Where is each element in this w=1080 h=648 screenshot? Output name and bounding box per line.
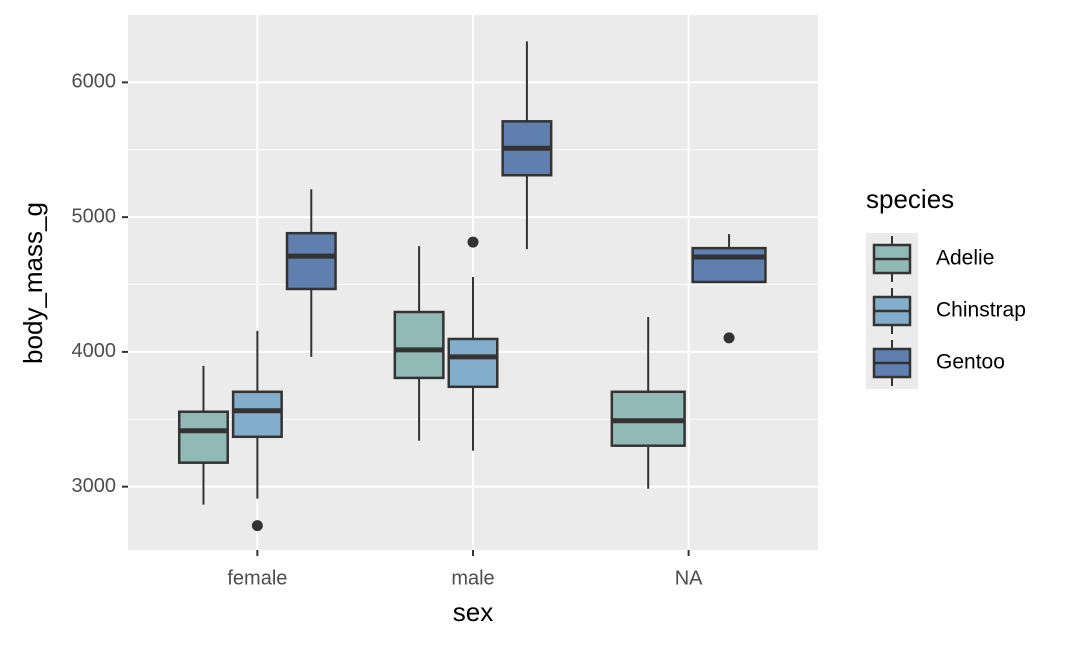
box (691, 246, 767, 284)
legend-title: species (866, 184, 954, 214)
box (231, 390, 283, 439)
box (393, 310, 445, 380)
box (285, 231, 337, 291)
x-tick-label: female (227, 567, 287, 589)
x-axis-title: sex (453, 597, 493, 627)
box (447, 337, 499, 389)
legend-label: Gentoo (936, 351, 1005, 374)
y-axis-title: body_mass_g (18, 202, 48, 364)
x-tick-label: male (451, 567, 494, 589)
y-tick-label: 4000 (72, 340, 117, 362)
y-tick-label: 3000 (72, 475, 117, 497)
legend-label: Adelie (936, 247, 994, 270)
outlier (251, 520, 263, 532)
x-tick-label: NA (675, 567, 703, 589)
box (177, 410, 229, 464)
outlier (467, 236, 479, 248)
legend-label: Chinstrap (936, 299, 1026, 322)
y-tick-label: 6000 (72, 71, 117, 93)
y-tick-label: 5000 (72, 205, 117, 227)
outlier (723, 332, 735, 344)
legend: Adelie Chinstrap Gentoo (866, 233, 1026, 389)
marks (177, 41, 767, 532)
